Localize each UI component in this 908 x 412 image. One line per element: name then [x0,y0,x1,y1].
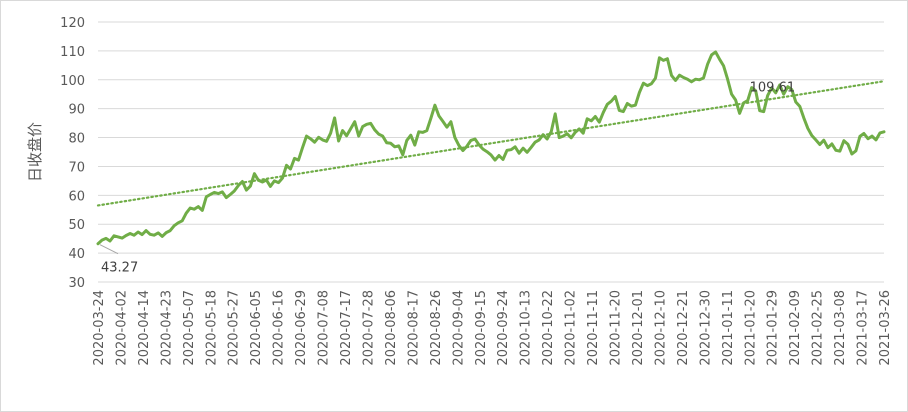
x-tick-label: 2020-10-13 [519,290,534,366]
x-tick-label: 2020-08-06 [384,290,399,366]
x-tick-label: 2020-11-02 [564,290,579,366]
x-tick-label: 2020-05-27 [227,290,242,366]
x-tick-label: 2021-03-26 [878,290,893,366]
y-tick-label: 120 [60,16,85,31]
x-tick-label: 2020-07-08 [317,290,332,366]
x-tick-label: 2020-06-29 [294,290,309,366]
y-tick-label: 110 [60,45,85,60]
x-tick-label: 2020-12-21 [676,290,691,366]
x-tick-label: 2020-03-24 [92,290,107,366]
x-tick-label: 2021-01-20 [743,290,758,366]
y-tick-label: 70 [68,160,85,175]
gridlines [98,21,884,283]
x-tick-label: 2020-04-02 [114,290,129,366]
data-label: 109.61 [750,81,796,96]
x-tick-label: 2020-12-01 [631,290,646,366]
series-line-layer [96,50,886,246]
x-tick-label: 2020-04-23 [159,290,174,366]
y-tick-label: 50 [68,218,85,233]
x-axis-tick-labels: 2020-03-24 2020-04-02 2020-04-14 2020-04-23… [92,290,893,366]
x-tick-label: 2020-12-10 [653,290,668,366]
x-tick-label: 2020-09-24 [496,290,511,366]
x-tick-label: 2021-03-08 [833,290,848,366]
y-tick-label: 100 [60,74,85,89]
y-axis-tick-labels: 30 40 50 60 70 80 90 100 110 120 [60,16,85,291]
x-tick-label: 2020-12-30 [698,290,713,366]
y-tick-label: 40 [68,247,85,262]
x-tick-label: 2021-01-11 [721,290,736,366]
series-line [96,50,886,246]
x-tick-label: 2020-05-07 [182,290,197,366]
x-tick-label: 2020-06-05 [249,290,264,366]
y-axis-title: 日收盘价 [26,122,44,182]
x-tick-label: 2020-05-18 [204,290,219,366]
x-tick-label: 2020-08-26 [429,290,444,366]
x-tick-label: 2021-03-17 [856,290,871,366]
y-tick-label: 30 [68,276,85,291]
x-tick-label: 2020-07-17 [339,290,354,366]
y-tick-label: 60 [68,189,85,204]
x-tick-label: 2020-06-16 [272,290,287,366]
trendline [96,80,886,207]
x-tick-label: 2021-02-25 [811,290,826,366]
x-tick-label: 2021-01-29 [766,290,781,366]
x-tick-label: 2020-09-15 [474,290,489,366]
y-tick-label: 90 [68,103,85,118]
x-tick-label: 2021-02-09 [788,290,803,366]
x-tick-label: 2020-04-14 [137,290,152,366]
x-tick-label: 2020-09-04 [451,290,466,366]
x-tick-label: 2020-11-11 [586,290,601,366]
data-labels: 43.27 109.61 [99,81,796,276]
data-label-leader [99,244,119,255]
x-tick-label: 2020-08-17 [406,290,421,366]
x-tick-label: 2020-10-22 [541,290,556,366]
y-tick-label: 80 [68,132,85,147]
data-label: 43.27 [101,261,138,276]
x-tick-label: 2020-11-20 [609,290,624,366]
x-tick-label: 2020-07-28 [361,290,376,366]
